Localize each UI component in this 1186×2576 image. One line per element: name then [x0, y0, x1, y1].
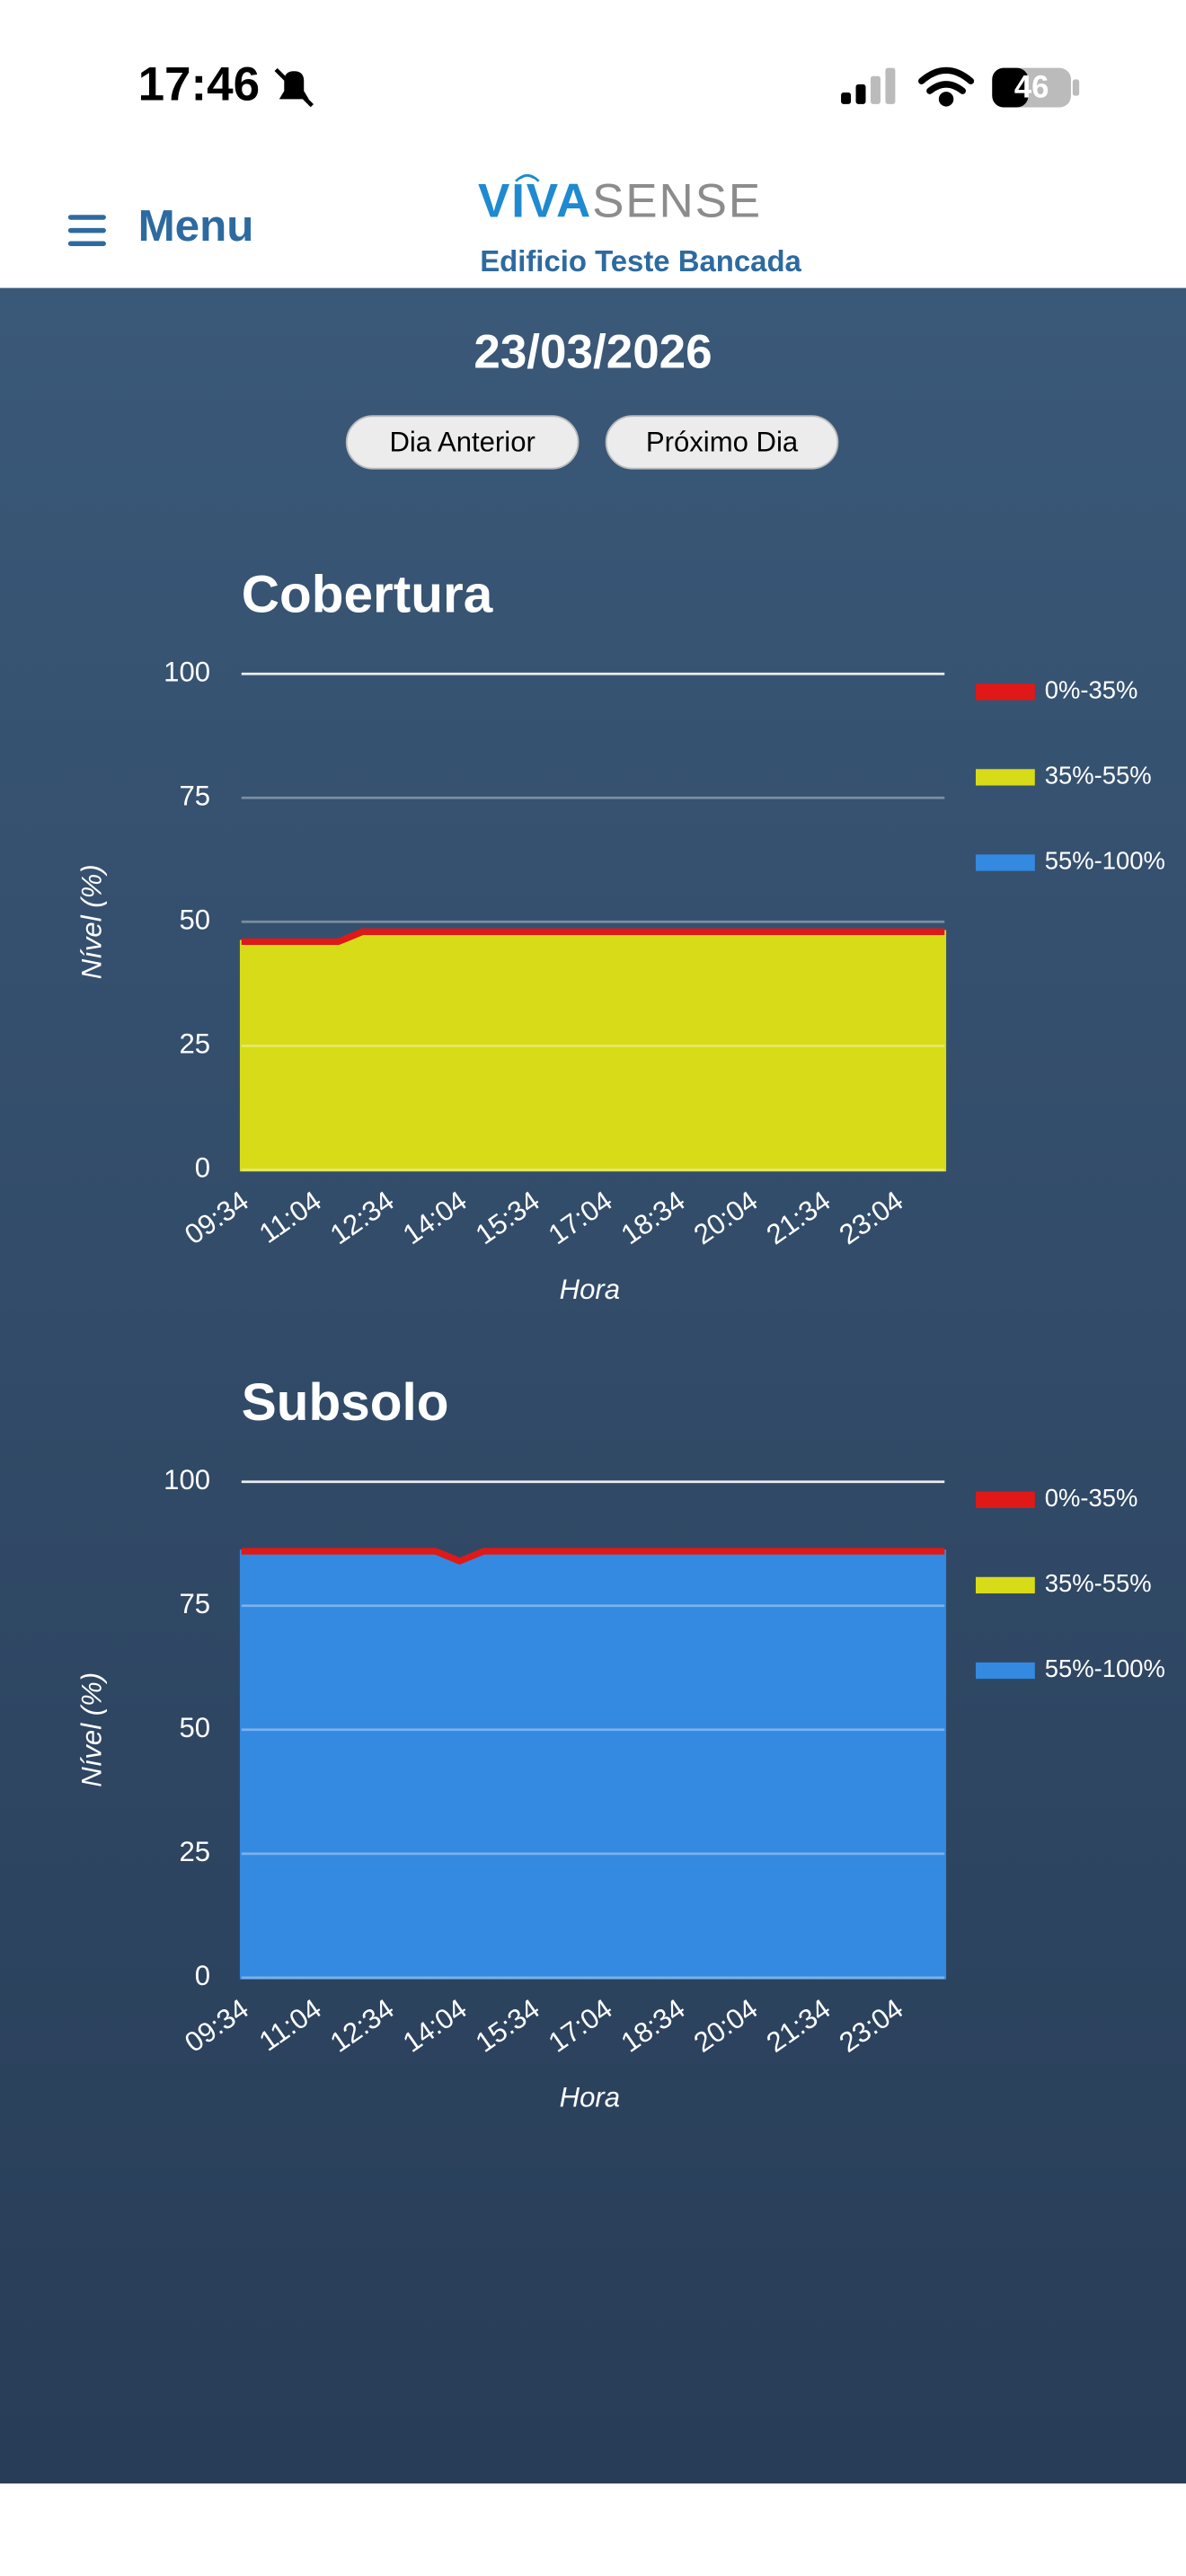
- legend-swatch: [975, 1576, 1035, 1594]
- legend-swatch: [975, 854, 1035, 871]
- legend-label: 55%-100%: [1045, 847, 1165, 875]
- battery-icon: 46: [992, 67, 1080, 108]
- x-axis-title: Hora: [560, 1274, 620, 1305]
- legend-swatch: [975, 1662, 1035, 1680]
- menu-button[interactable]: Menu: [67, 201, 254, 251]
- legend-label: 0%-35%: [1045, 676, 1138, 704]
- battery-level: 46: [1014, 71, 1049, 105]
- chart-title: Cobertura: [242, 566, 493, 624]
- legend-label: 35%-55%: [1045, 1569, 1152, 1597]
- y-tick-label: 75: [179, 780, 210, 811]
- logo-sense: SENSE: [592, 174, 762, 227]
- y-axis-title: Nível (%): [75, 1672, 107, 1787]
- y-tick-label: 50: [179, 904, 210, 936]
- logo-part: VIVASENSE: [478, 174, 762, 227]
- building-name: Edificio Teste Bancada: [480, 244, 801, 278]
- chart-title: Subsolo: [242, 1373, 449, 1432]
- legend-label: 35%-55%: [1045, 762, 1152, 790]
- y-axis-title: Nível (%): [75, 864, 107, 979]
- y-tick-label: 50: [179, 1712, 210, 1743]
- y-tick-label: 25: [179, 1836, 210, 1867]
- legend-swatch: [975, 684, 1035, 701]
- button-label[interactable]: Dia Anterior: [389, 426, 535, 457]
- y-tick-label: 100: [164, 1464, 210, 1495]
- legend-label: 55%-100%: [1045, 1654, 1165, 1682]
- y-tick-label: 0: [195, 1152, 210, 1184]
- content-background: [0, 287, 1186, 2483]
- previous-day-button[interactable]: Dia Anterior: [345, 415, 580, 470]
- mute-icon: [274, 67, 314, 108]
- logo: VIVASENSE: [478, 173, 762, 227]
- y-tick-label: 75: [179, 1588, 210, 1619]
- menu-icon: [67, 215, 106, 246]
- signal-icon: [841, 67, 896, 104]
- date: 23/03/2026: [474, 326, 712, 379]
- logo-viva: VIVA: [478, 174, 592, 227]
- button-label[interactable]: Próximo Dia: [646, 426, 799, 457]
- level-line: [241, 928, 945, 946]
- y-tick-label: 100: [164, 656, 210, 687]
- legend-label: 0%-35%: [1045, 1484, 1138, 1512]
- legend-swatch: [975, 1491, 1035, 1508]
- y-tick-label: 25: [179, 1028, 210, 1060]
- next-day-button[interactable]: Próximo Dia: [605, 415, 839, 470]
- legend-swatch: [975, 769, 1035, 786]
- wifi-icon: [917, 66, 975, 107]
- x-axis-title: Hora: [560, 2081, 620, 2113]
- area: [239, 930, 947, 1172]
- clock: 17:46: [138, 58, 261, 111]
- menu-label[interactable]: Menu: [138, 201, 254, 251]
- y-tick-label: 0: [195, 1960, 210, 1991]
- area: [239, 1549, 947, 1980]
- level-line: [241, 1548, 945, 1566]
